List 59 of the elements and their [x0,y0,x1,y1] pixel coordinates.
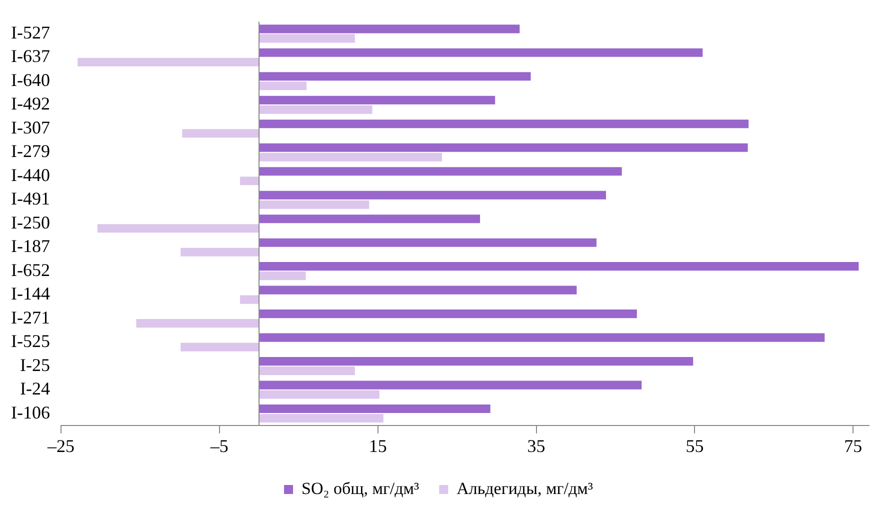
y-tick-label: I-187 [10,236,50,256]
bar [259,286,577,294]
y-tick-label: I-24 [20,378,50,399]
bar [240,295,260,304]
y-tick-label: I-271 [10,307,50,328]
x-tick-label: –25 [46,436,74,456]
bar [259,72,531,81]
bar [259,366,355,376]
y-tick-label: I-640 [10,70,50,90]
x-tick-label: 15 [368,436,387,456]
bar [259,105,372,114]
x-tick-label: 35 [527,436,546,456]
x-tick-label: –5 [209,436,228,456]
bar [259,48,703,57]
y-tick-label: I-491 [10,188,50,209]
bar [259,214,480,224]
bar [259,357,694,366]
bar [259,333,825,342]
y-tick-label: I-144 [10,284,50,304]
bar [259,272,306,280]
x-tick-label: 55 [686,436,704,456]
y-tick-label: I-106 [10,402,50,422]
y-tick-label: I-527 [10,22,50,42]
bar [259,262,859,271]
bar [180,342,260,352]
bar [136,319,260,328]
y-tick-label: I-652 [10,260,50,280]
bar [259,167,622,176]
bar [259,238,596,247]
y-tick-label: I-25 [20,354,50,375]
bar [259,82,307,90]
bar [240,176,260,186]
bar [180,248,260,256]
bar [182,129,260,138]
legend-label: SO₂ общ, мг/дм³ [302,478,420,498]
y-tick-label: I-525 [10,331,50,352]
bar [259,310,637,318]
bar [259,414,384,423]
bar [259,380,642,390]
bar [259,390,380,399]
y-tick-label: I-492 [10,94,50,114]
bar [259,24,520,34]
y-tick-label: I-307 [10,117,50,138]
y-tick-label: I-279 [10,141,50,162]
bar [78,58,260,66]
bar [259,120,749,128]
bar [259,200,370,209]
bar [259,190,606,200]
x-tick-label: 75 [844,436,862,456]
bar [97,224,260,233]
bar [259,404,490,414]
legend-label: Альдегиды, мг/дм³ [456,478,593,498]
bar [259,152,442,162]
y-tick-label: I-637 [10,46,50,66]
bar [259,96,496,104]
bar [259,34,355,43]
bar [259,143,748,152]
y-tick-label: I-250 [10,212,50,232]
y-tick-label: I-440 [10,164,50,185]
